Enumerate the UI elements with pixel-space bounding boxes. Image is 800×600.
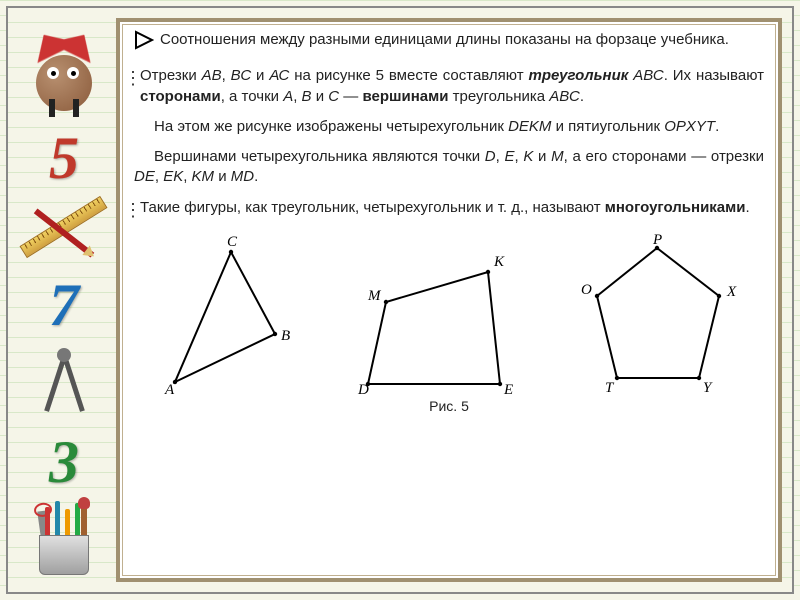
svg-text:P: P — [652, 232, 662, 248]
figure-quadrilateral: DEKM — [344, 244, 534, 394]
figure-triangle: ABC — [147, 234, 317, 394]
paragraph-2: Отрезки АВ, ВС и АС на рисунке 5 вместе … — [134, 66, 764, 107]
svg-text:K: K — [493, 254, 505, 270]
decorative-number-3: 3 — [49, 432, 79, 492]
decorative-number-7: 7 — [49, 275, 79, 335]
paragraph-3: На этом же рисунке изображены четырехуго… — [134, 117, 764, 137]
p1-text: Соотношения между разными единицами длин… — [160, 30, 729, 50]
figures-row: ABC DEKM OPXYT — [134, 234, 764, 394]
figure-caption: Рис. 5 — [134, 398, 764, 414]
sidebar: 5 7 3 — [16, 18, 112, 582]
svg-text:A: A — [164, 382, 175, 398]
triangle-arrow-icon — [134, 30, 154, 56]
page-frame: 5 7 3 Соотношения между разными единицам… — [6, 6, 794, 594]
figure-pentagon: O P X Y T — [561, 234, 751, 394]
svg-text:C: C — [227, 234, 238, 250]
svg-text:X: X — [726, 284, 737, 300]
svg-text:Y: Y — [703, 380, 713, 396]
svg-text:E: E — [503, 382, 513, 398]
compass-icon — [34, 348, 94, 418]
paragraph-5: Такие фигуры, как треугольник, четырехуг… — [134, 198, 764, 218]
svg-text:O: O — [581, 282, 592, 298]
paragraph-1: Соотношения между разными единицами длин… — [134, 30, 764, 56]
svg-text:B: B — [281, 328, 290, 344]
ruler-pencil-icon — [24, 202, 104, 262]
svg-text:M: M — [367, 288, 382, 304]
owl-mascot-icon — [29, 25, 99, 115]
svg-text:D: D — [357, 382, 369, 398]
content-panel: Соотношения между разными единицами длин… — [116, 18, 782, 582]
svg-text:T: T — [605, 380, 615, 396]
decorative-number-5: 5 — [49, 128, 79, 188]
pencil-cup-icon — [29, 505, 99, 575]
paragraph-4: Вершинами четырехугольника являются точк… — [134, 147, 764, 188]
